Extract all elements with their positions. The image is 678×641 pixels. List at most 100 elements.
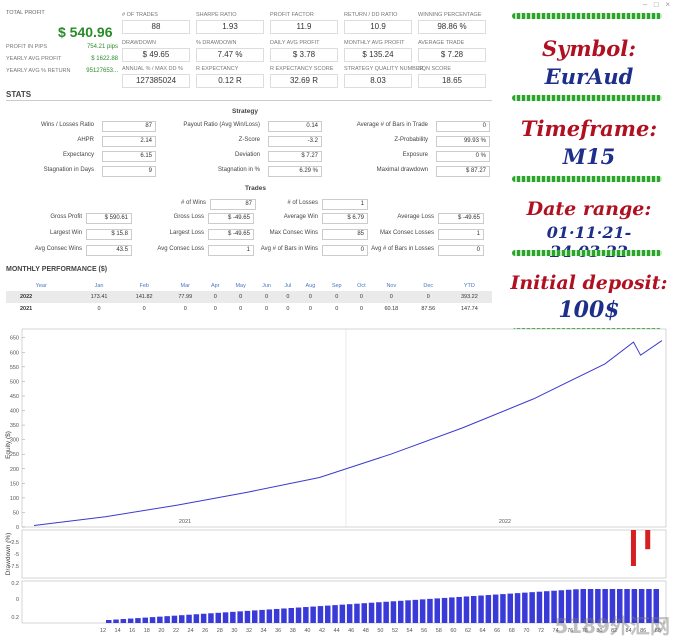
- stat-label: Wins / Losses Ratio: [40, 122, 94, 128]
- bottom-bar: [471, 596, 477, 623]
- monthly-header-cell: May: [235, 282, 246, 289]
- bottom-bar: [339, 604, 346, 623]
- trade-stat-row: Max Consec Wins 85: [270, 229, 368, 241]
- bottom-bar: [303, 607, 309, 623]
- bottom-bar: [325, 605, 331, 623]
- bottom-bar: [157, 616, 163, 623]
- metric-label: STRATEGY QUALITY NUMBER: [344, 66, 424, 72]
- bottom-bar: [456, 596, 462, 623]
- symbol-value: EurAud: [544, 64, 634, 89]
- stat-value: 0: [436, 121, 490, 132]
- deposit-label: Initial deposit:: [510, 272, 668, 294]
- monthly-year-cell: 2021: [20, 306, 33, 312]
- stat-value: 1: [438, 229, 484, 240]
- close-icon[interactable]: ×: [665, 0, 670, 9]
- bottom-bar: [259, 609, 265, 623]
- maximize-icon[interactable]: □: [653, 0, 659, 9]
- monthly-header-cell: Jun: [262, 282, 271, 289]
- bottom-xtick-label: 80: [596, 628, 602, 634]
- stat-value: 43.5: [86, 245, 132, 256]
- metric-label: DAILY AVG PROFIT: [270, 40, 320, 46]
- bottom-xtick-label: 44: [334, 628, 340, 634]
- total-profit-value: $ 540.96: [58, 24, 113, 40]
- metric-label: AVERAGE TRADE: [418, 40, 465, 46]
- bottom-bar: [346, 604, 353, 623]
- stat-value: $ -49.65: [208, 213, 254, 224]
- bottom-bar: [171, 615, 178, 623]
- bottom-bar: [478, 595, 484, 623]
- metric-card: RETURN / DD RATIO 10.9: [344, 12, 412, 34]
- stats-title: STATS: [6, 90, 32, 99]
- metric-value: 10.9: [344, 20, 412, 34]
- metric-card: PROFIT FACTOR 11.9: [270, 12, 338, 34]
- bottom-bar: [405, 600, 411, 623]
- metric-label: R EXPECTANCY SCORE: [270, 66, 334, 72]
- bottom-bar: [332, 605, 338, 623]
- metric-value: 0.12 R: [196, 74, 264, 88]
- monthly-header-row: Year Jan Feb Mar Apr May Jun Jul Aug Sep Oct Nov Dec…: [6, 280, 492, 291]
- minimize-icon[interactable]: –: [642, 0, 648, 9]
- strategy-stat-row: Expectancy 6.15: [63, 151, 156, 163]
- equity-ytick-label: 600: [10, 350, 19, 356]
- monthly-header-cell: Mar: [180, 282, 190, 289]
- equity-ytick-label: 350: [10, 423, 19, 429]
- monthly-year-cell: 2022: [6, 291, 77, 303]
- bottom-xtick-label: 86: [640, 628, 646, 634]
- bottom-bar: [135, 618, 141, 623]
- strategy-stat-row: Average # of Bars in Trade 0: [357, 121, 490, 133]
- bottom-xtick-label: 74: [553, 628, 559, 634]
- stat-label: Gross Loss: [173, 214, 204, 220]
- bottom-xtick-label: 22: [173, 628, 179, 634]
- bottom-bar: [390, 601, 397, 623]
- trade-stat-row: Average Loss $ -49.65: [397, 213, 484, 225]
- bottom-xtick-label: 40: [304, 628, 310, 634]
- bottom-bar: [485, 595, 492, 623]
- metric-value: 1.93: [196, 20, 264, 34]
- monthly-value-cell: 0: [183, 306, 187, 312]
- yearly-avg-return-value: 95127653...: [86, 68, 118, 74]
- stat-label: Z-Probability: [394, 137, 428, 143]
- metric-label: RETURN / DD RATIO: [344, 12, 398, 18]
- stat-label: Stagnation in Days: [43, 167, 94, 173]
- monthly-value-cell: 0: [213, 306, 217, 312]
- bottom-xtick-label: 36: [275, 628, 281, 634]
- monthly-value-cell: 141.82: [121, 291, 167, 303]
- bottom-bar: [164, 616, 170, 623]
- metric-value: 18.65: [418, 74, 486, 88]
- trade-stat-row: Avg # of Bars in Wins 0: [261, 245, 368, 257]
- equity-ytick-label: 550: [10, 365, 19, 371]
- metric-card: STRATEGY QUALITY NUMBER 8.03: [344, 66, 424, 88]
- bottom-ytick-label: 0.2: [11, 615, 19, 621]
- metric-card: MONTHLY AVG PROFIT $ 135.24: [344, 40, 412, 62]
- drawdown-bar: [645, 530, 651, 550]
- bottom-xtick-label: 24: [188, 628, 194, 634]
- watermark: 5189外汇网: [554, 614, 670, 638]
- bottom-xtick-label: 70: [523, 628, 529, 634]
- monthly-header-cell: Feb: [139, 282, 149, 289]
- yearly-avg-profit-value: $ 1622.88: [91, 56, 118, 62]
- metric-value: $ 7.28: [418, 48, 486, 62]
- trade-stat-row: Gross Loss $ -49.65: [174, 213, 254, 225]
- monthly-value-cell: 0: [323, 291, 350, 303]
- monthly-value-cell: 0: [226, 291, 255, 303]
- bottom-bar: [507, 593, 513, 623]
- bottom-bar: [120, 619, 127, 623]
- stat-value: $ 6.79: [322, 213, 368, 224]
- monthly-value-cell: 0: [359, 306, 363, 312]
- monthly-row: 2021 0 0 0 0 0 0 0 0 0 0 60.18 87.56 147.74: [6, 303, 492, 315]
- bottom-xtick-label: 42: [319, 628, 325, 634]
- bottom-xtick-label: 18: [144, 628, 150, 634]
- strategy-stat-row: Stagnation in Days 9: [44, 166, 156, 178]
- stat-value: -3.2: [268, 136, 322, 147]
- bottom-bar: [244, 610, 251, 623]
- window-controls[interactable]: – □ ×: [643, 0, 670, 9]
- monthly-value-cell: 0: [97, 306, 101, 312]
- bottom-bar: [113, 619, 119, 623]
- symbol-label: Symbol:: [541, 36, 636, 61]
- bottom-xtick-label: 82: [611, 628, 617, 634]
- trade-stat-row: Average Win $ 6.79: [284, 213, 368, 225]
- drawdown-ytick-label: -7.5: [10, 564, 19, 570]
- stat-value: $ 15.8: [86, 229, 132, 240]
- timeframe-value: M15: [562, 144, 616, 169]
- bottom-bar: [536, 591, 543, 623]
